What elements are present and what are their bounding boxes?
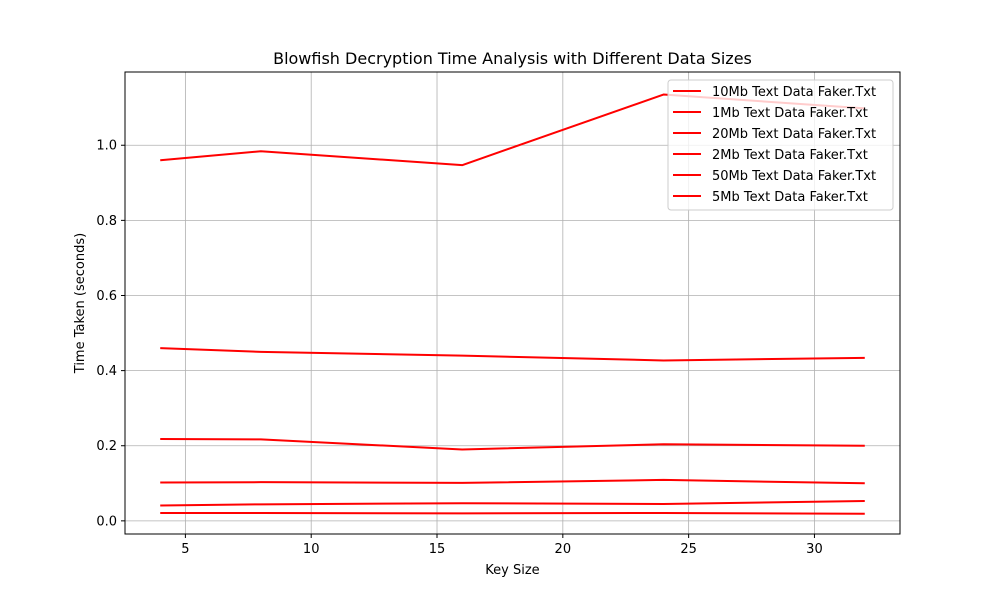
y-tick-label: 0.6 bbox=[96, 289, 117, 304]
series-line bbox=[160, 347, 865, 362]
legend-entry-label: 50Mb Text Data Faker.Txt bbox=[712, 169, 876, 184]
legend-entry-label: 1Mb Text Data Faker.Txt bbox=[712, 106, 868, 121]
y-tick-label: 0.0 bbox=[96, 514, 117, 529]
y-tick-label: 0.8 bbox=[96, 214, 117, 229]
y-tick-label: 0.4 bbox=[96, 364, 117, 379]
axis-ticks: 5 10 15 20 25 30 0.0 0.2 0.4 0.6 0.8 1.0 bbox=[96, 139, 822, 557]
legend-entry-label: 20Mb Text Data Faker.Txt bbox=[712, 127, 876, 142]
chart-title: Blowfish Decryption Time Analysis with D… bbox=[273, 49, 752, 68]
legend-entry-label: 10Mb Text Data Faker.Txt bbox=[712, 85, 876, 100]
x-axis-label: Key Size bbox=[485, 563, 539, 578]
plot-frame bbox=[124, 71, 901, 535]
series-line bbox=[160, 478, 865, 485]
grid bbox=[125, 72, 900, 534]
series-line bbox=[160, 499, 865, 507]
legend-entry-label: 5Mb Text Data Faker.Txt bbox=[712, 190, 868, 205]
series-line bbox=[160, 437, 865, 451]
y-tick-label: 0.2 bbox=[96, 439, 117, 454]
legend: 10Mb Text Data Faker.Txt 1Mb Text Data Fa… bbox=[667, 79, 894, 211]
legend-entry-label: 2Mb Text Data Faker.Txt bbox=[712, 148, 868, 163]
y-tick-label: 1.0 bbox=[96, 139, 117, 154]
series-lines bbox=[160, 93, 865, 515]
series-line bbox=[160, 511, 865, 515]
x-tick-label: 20 bbox=[555, 542, 572, 557]
x-tick-label: 30 bbox=[806, 542, 823, 557]
y-axis-label: Time Taken (seconds) bbox=[73, 233, 88, 374]
x-tick-label: 25 bbox=[680, 542, 697, 557]
x-tick-label: 5 bbox=[181, 542, 189, 557]
x-tick-label: 10 bbox=[303, 542, 320, 557]
x-tick-label: 15 bbox=[429, 542, 446, 557]
legend-box bbox=[667, 79, 894, 211]
